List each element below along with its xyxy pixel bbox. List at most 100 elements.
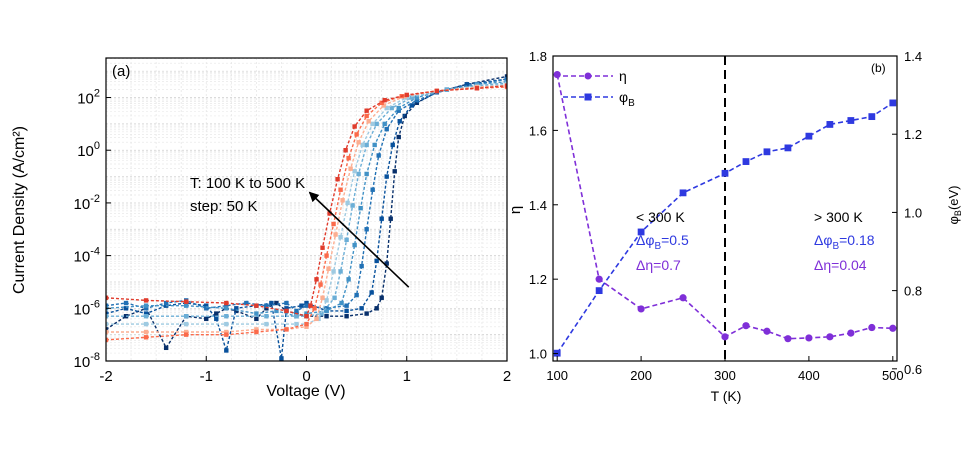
iv-curve-point	[324, 306, 329, 311]
iv-curve-point	[264, 306, 269, 311]
iv-curve-point	[374, 258, 379, 264]
iv-curve-point	[274, 308, 279, 314]
left-y-tick-label: 1.8	[529, 49, 547, 64]
phi-point	[889, 99, 897, 107]
iv-curve-point	[382, 97, 387, 103]
panel-a-label: (a)	[112, 63, 130, 80]
iv-curve-point	[379, 100, 384, 105]
iv-curve-point	[384, 261, 389, 266]
iv-curve-point	[370, 187, 375, 192]
phi-point	[847, 117, 855, 124]
iv-curve-point	[402, 113, 407, 119]
x-tick-label: 100	[546, 368, 568, 383]
phi-point	[679, 189, 687, 197]
below-delta-phi-subscript: B	[654, 241, 661, 252]
iv-curve-point	[409, 95, 414, 100]
eta-point	[721, 333, 729, 341]
iv-curve-point	[143, 306, 149, 311]
panel-a-x-axis-label: Voltage (V)	[266, 383, 345, 400]
annotation-temperature-step: step: 50 K	[190, 198, 258, 215]
iv-curve-point	[163, 300, 169, 306]
right-axis-unit: (eV)	[946, 185, 961, 210]
iv-curve-point	[344, 314, 349, 319]
legend-eta-label: η	[619, 68, 627, 84]
iv-curve-point	[364, 171, 369, 177]
legend-phi-label: φB	[619, 89, 635, 109]
iv-curve-point	[364, 311, 369, 316]
above-delta-phi-subscript: B	[832, 241, 839, 252]
iv-curve-point	[340, 198, 345, 203]
iv-curve-point	[374, 306, 379, 311]
y-tick-label: 10-2	[74, 193, 100, 213]
iv-curve-point	[284, 327, 289, 332]
iv-curve-line	[106, 81, 507, 317]
iv-curve-point	[224, 300, 229, 306]
annotation-temperature-range: T: 100 K to 500 K	[190, 175, 305, 192]
iv-curve-point	[274, 300, 279, 306]
iv-curve-point	[344, 308, 349, 314]
panel-b-left-y-axis-label: η	[507, 206, 524, 214]
iv-curve-point	[184, 299, 189, 304]
iv-curve-point	[364, 227, 369, 232]
iv-curve-point	[304, 311, 309, 316]
phi-point	[805, 132, 813, 140]
iv-curve-point	[382, 121, 387, 127]
iv-curve-point	[184, 303, 189, 308]
iv-curve-point	[384, 126, 389, 132]
iv-curve-point	[143, 311, 149, 316]
iv-curve-line	[106, 85, 507, 318]
iv-curve-point	[284, 308, 289, 314]
iv-curve-point	[335, 177, 340, 182]
iv-curve-point	[224, 303, 229, 308]
iv-curve-line	[106, 85, 507, 333]
phi-point	[721, 169, 729, 177]
iv-curve-point	[106, 337, 109, 343]
iv-curve-point	[254, 329, 259, 335]
iv-curve-point	[344, 303, 349, 308]
above-delta-phi-value: =0.18	[839, 232, 875, 248]
iv-curve-point	[214, 316, 219, 322]
panel-b-left-y-ticks: 1.0 1.2 1.4 1.6 1.8	[529, 49, 558, 362]
right-axis-subscript: B	[953, 210, 963, 216]
phi-point	[763, 148, 771, 156]
iv-curve-point	[346, 277, 351, 282]
iv-curve-point	[343, 148, 348, 153]
iv-curve-point	[254, 327, 259, 332]
legend-phi-symbol: φ	[619, 89, 628, 105]
eta-point	[805, 334, 813, 342]
iv-curve-point	[106, 295, 109, 300]
legend-phi-subscript: B	[628, 98, 635, 109]
iv-curve-point	[304, 324, 309, 329]
iv-curve-point	[106, 303, 109, 308]
iv-curve-point	[320, 295, 325, 300]
left-y-tick-label: 1.6	[529, 123, 547, 138]
panel-a-y-ticks: 102 100 10-2 10-4 10-6 10-8	[74, 88, 111, 371]
x-tick-label: -2	[99, 368, 112, 385]
iv-curve-point	[364, 113, 369, 119]
iv-curve-point	[326, 266, 331, 271]
iv-curve-point	[364, 142, 369, 148]
panel-a-series	[106, 74, 507, 361]
iv-curve-point	[254, 303, 259, 308]
iv-curve-point	[374, 121, 379, 127]
panel-b-chart: 100 200 300 400 500 1.0 1.2 1.4 1.6 1.8 0.6 0.8 1.…	[507, 49, 963, 404]
eta-series	[553, 70, 897, 343]
iv-curve-point	[414, 97, 419, 103]
iv-curve-point	[304, 321, 309, 327]
legend-phi-marker	[584, 93, 592, 101]
iv-curve-point	[204, 303, 209, 308]
iv-curve-point	[294, 314, 299, 319]
iv-curve-point	[320, 245, 325, 250]
iv-curve-point	[106, 327, 109, 332]
annotation-above-delta-eta: Δη=0.04	[814, 257, 867, 273]
left-y-tick-label: 1.4	[529, 198, 547, 213]
iv-curve-point	[304, 314, 309, 319]
iv-curve-point	[331, 269, 336, 274]
annotation-above-delta-phi: ΔφB=0.18	[814, 232, 875, 252]
x-tick-label: 500	[882, 368, 904, 383]
phi-point	[868, 113, 876, 121]
iv-curve-point	[214, 311, 219, 316]
iv-curve-point	[224, 314, 229, 319]
panel-b-label: (b)	[871, 61, 886, 75]
